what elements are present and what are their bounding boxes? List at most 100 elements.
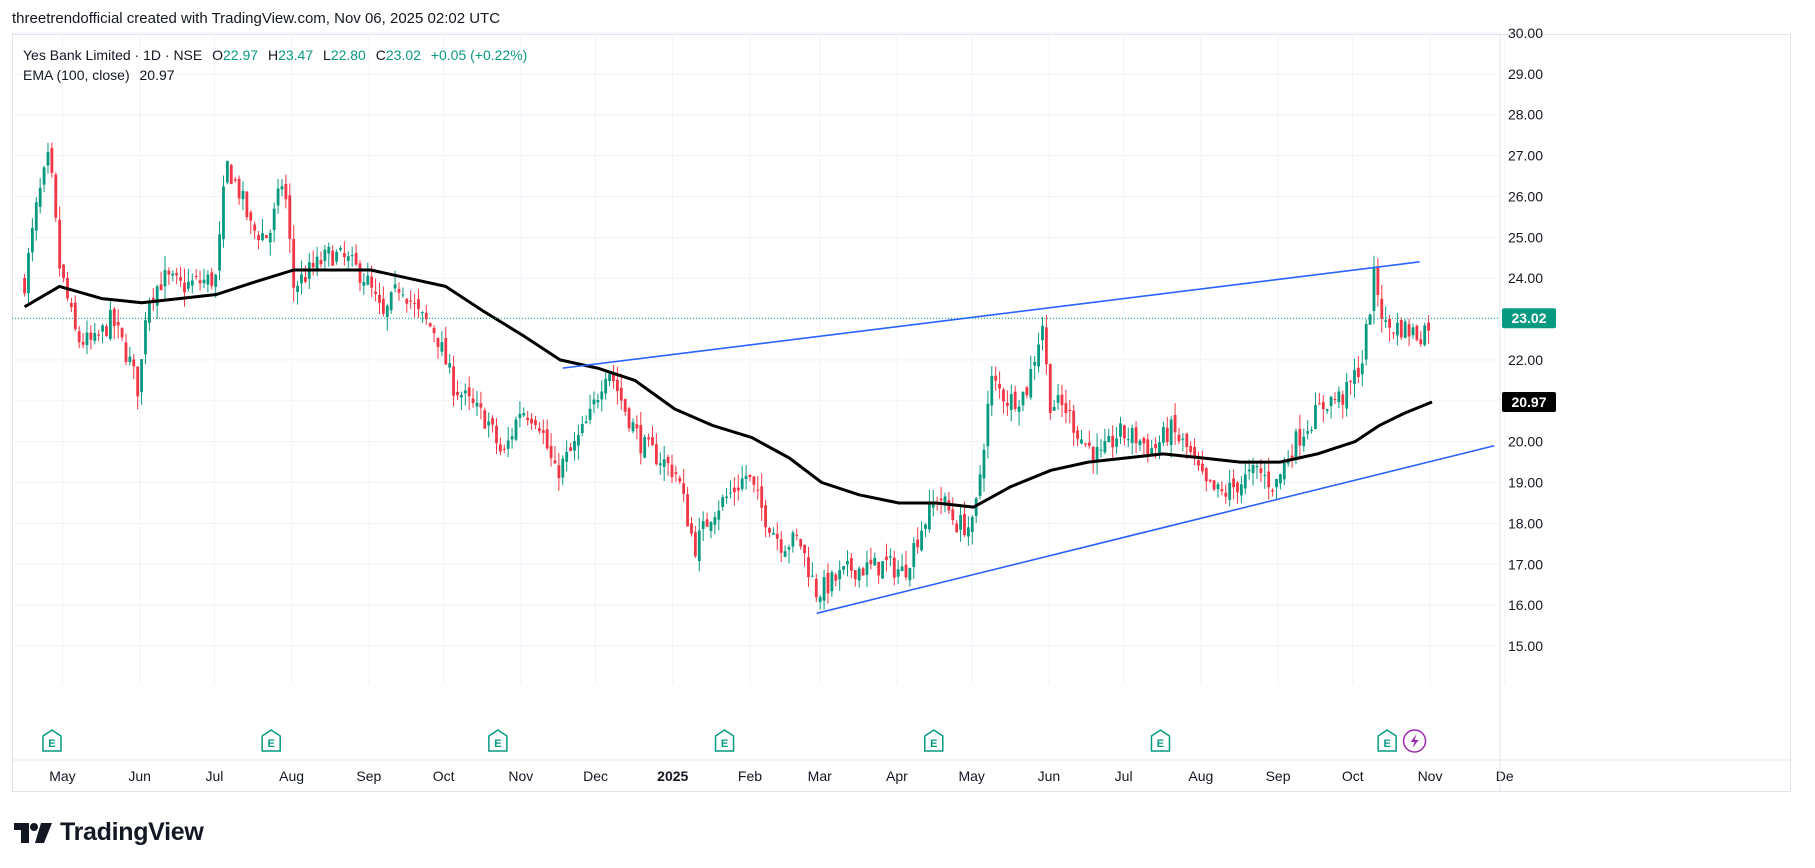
candle-body (596, 400, 600, 403)
candle-body (569, 447, 572, 451)
price-chart[interactable]: 30.0029.0028.0027.0026.0025.0024.0023.00… (0, 0, 1815, 800)
ema-label[interactable]: EMA (100, close) (23, 67, 130, 83)
candle-body (1056, 395, 1060, 403)
candle-body (635, 424, 639, 429)
x-tick-label: Aug (1188, 768, 1213, 784)
candle-body (1185, 433, 1189, 448)
y-tick-label: 25.00 (1508, 229, 1543, 245)
candle-body (842, 566, 845, 570)
y-tick-label: 16.00 (1508, 597, 1543, 613)
candle-body (370, 276, 374, 288)
candle-body (366, 275, 370, 285)
candle-body (580, 423, 584, 434)
candle-body (1345, 381, 1349, 409)
candle-body (904, 564, 908, 578)
candle-body (697, 530, 701, 562)
candle-body (1173, 415, 1177, 433)
x-tick-label: Nov (508, 768, 533, 784)
earnings-event-label: E (1157, 738, 1164, 750)
candle-body (838, 570, 842, 580)
candle-body (354, 252, 358, 265)
candle-body (300, 274, 303, 284)
candle-body (1356, 367, 1360, 377)
candle-body (584, 421, 588, 424)
candle-body (241, 190, 245, 200)
candle-body (514, 419, 518, 440)
candle-body (342, 253, 346, 258)
y-tick-label: 28.00 (1508, 107, 1543, 123)
candle-body (1286, 460, 1290, 464)
candle-body (452, 366, 455, 396)
candle-body (428, 323, 432, 327)
candle-body (1224, 492, 1228, 497)
candle-body (1368, 314, 1372, 325)
last-price-badge-label: 23.02 (1511, 310, 1546, 326)
candle-body (1095, 446, 1099, 461)
candle-body (690, 523, 693, 534)
candle-body (210, 272, 214, 286)
candle-body (198, 280, 202, 284)
candle-body (615, 379, 619, 392)
candle-body (807, 557, 810, 578)
candle-body (654, 444, 658, 465)
candle-body (1282, 462, 1286, 480)
candle-body (849, 558, 853, 571)
candle-body (631, 422, 635, 432)
candle-body (787, 547, 791, 550)
candle-body (233, 179, 237, 181)
x-tick-label: Oct (1342, 768, 1364, 784)
x-tick-label: Sep (1266, 768, 1291, 784)
candle-body (643, 437, 647, 458)
candle-body (147, 300, 151, 324)
candle-body (1009, 394, 1013, 410)
candle-body (705, 519, 709, 527)
candle-body (151, 297, 155, 301)
candle-body (783, 551, 787, 557)
candle-body (1169, 419, 1173, 446)
candle-body (943, 496, 947, 506)
candle-body (1290, 455, 1294, 458)
earnings-event-label: E (48, 738, 55, 750)
symbol-label[interactable]: Yes Bank Limited · 1D · NSE (23, 47, 203, 63)
candle-body (830, 572, 834, 592)
high-label: H (267, 47, 279, 63)
candle-body (1376, 266, 1380, 295)
candle-body (1103, 441, 1107, 453)
candle-body (1267, 471, 1271, 488)
y-tick-label: 26.00 (1508, 188, 1543, 204)
candle-body (1002, 389, 1005, 402)
candle-body (764, 505, 767, 528)
candle-body (456, 391, 459, 396)
ema-100-line (23, 268, 1433, 509)
candle-body (335, 251, 338, 262)
candle-body (479, 403, 483, 408)
candle-body (768, 528, 771, 533)
tradingview-logo-icon (14, 822, 52, 843)
candle-body (729, 492, 732, 494)
x-tick-label: Jul (205, 768, 223, 784)
candle-body (444, 338, 448, 365)
chart-frame (12, 34, 1791, 792)
candle-body (206, 274, 210, 285)
y-tick-label: 27.00 (1508, 148, 1543, 164)
candle-body (97, 334, 101, 336)
candle-body (237, 178, 241, 199)
chart-legend: Yes Bank Limited · 1D · NSE O22.97 H23.4… (23, 45, 527, 85)
tradingview-logo[interactable]: TradingView (14, 818, 204, 847)
candle-body (222, 186, 225, 240)
candle-body (194, 276, 198, 278)
candle-body (565, 451, 569, 462)
candle-body (1419, 339, 1423, 345)
candle-body (257, 234, 260, 240)
candle-body (573, 441, 576, 451)
candle-body (990, 375, 994, 406)
candle-body (85, 332, 89, 346)
candle-body (970, 517, 974, 533)
candle-body (853, 570, 857, 580)
candle-body (1083, 443, 1087, 445)
candle-body (670, 464, 674, 478)
candle-body (1388, 318, 1391, 328)
candle-body (467, 387, 471, 397)
y-tick-label: 20.00 (1508, 434, 1543, 450)
y-tick-label: 22.00 (1508, 352, 1543, 368)
